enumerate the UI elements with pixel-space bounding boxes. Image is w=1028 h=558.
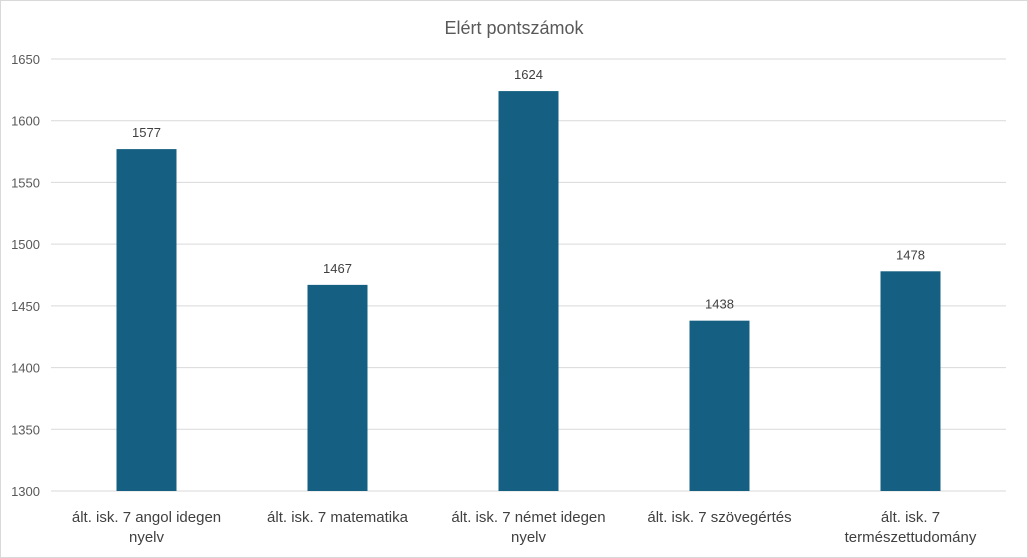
x-tick-label-line: nyelv — [129, 529, 165, 546]
data-label: 1478 — [896, 247, 925, 262]
bar — [307, 284, 368, 491]
x-tick-label-line: ált. isk. 7 szövegértés — [647, 509, 791, 526]
data-label: 1624 — [514, 67, 543, 82]
data-label: 1438 — [705, 297, 734, 312]
bar — [498, 91, 559, 491]
x-tick-label-line: ált. isk. 7 angol idegen — [72, 509, 221, 526]
bar — [880, 271, 941, 491]
x-tick-label-line: ált. isk. 7 német idegen — [451, 509, 605, 526]
x-tick-label: ált. isk. 7 matematika — [267, 509, 409, 526]
y-axis-tick-labels: 1300 1350 1400 1450 1500 1550 1600 1650 — [11, 52, 40, 499]
x-tick-label-line: ált. isk. 7 — [881, 509, 940, 526]
y-tick-label: 1350 — [11, 422, 40, 437]
x-tick-label: ált. isk. 7 német idegen nyelv — [451, 509, 605, 546]
data-label: 1467 — [323, 261, 352, 276]
bar — [689, 320, 750, 491]
y-tick-label: 1450 — [11, 299, 40, 314]
x-tick-label: ált. isk. 7 szövegértés — [647, 509, 791, 526]
x-tick-label-line: természettudomány — [845, 529, 977, 546]
y-tick-label: 1650 — [11, 52, 40, 67]
x-tick-label-line: nyelv — [511, 529, 547, 546]
bar — [116, 149, 177, 492]
data-labels: 1577 1467 1624 1438 1478 — [132, 67, 925, 312]
y-tick-label: 1600 — [11, 114, 40, 129]
y-tick-label: 1550 — [11, 175, 40, 190]
y-tick-label: 1500 — [11, 237, 40, 252]
x-tick-label: ált. isk. 7 angol idegen nyelv — [72, 509, 221, 546]
data-label: 1577 — [132, 125, 161, 140]
y-tick-label: 1400 — [11, 361, 40, 376]
chart-title: Elért pontszámok — [444, 18, 584, 38]
x-tick-label-line: ált. isk. 7 matematika — [267, 509, 409, 526]
y-tick-label: 1300 — [11, 484, 40, 499]
x-tick-label: ált. isk. 7 természettudomány — [845, 509, 977, 546]
bars — [116, 91, 941, 492]
